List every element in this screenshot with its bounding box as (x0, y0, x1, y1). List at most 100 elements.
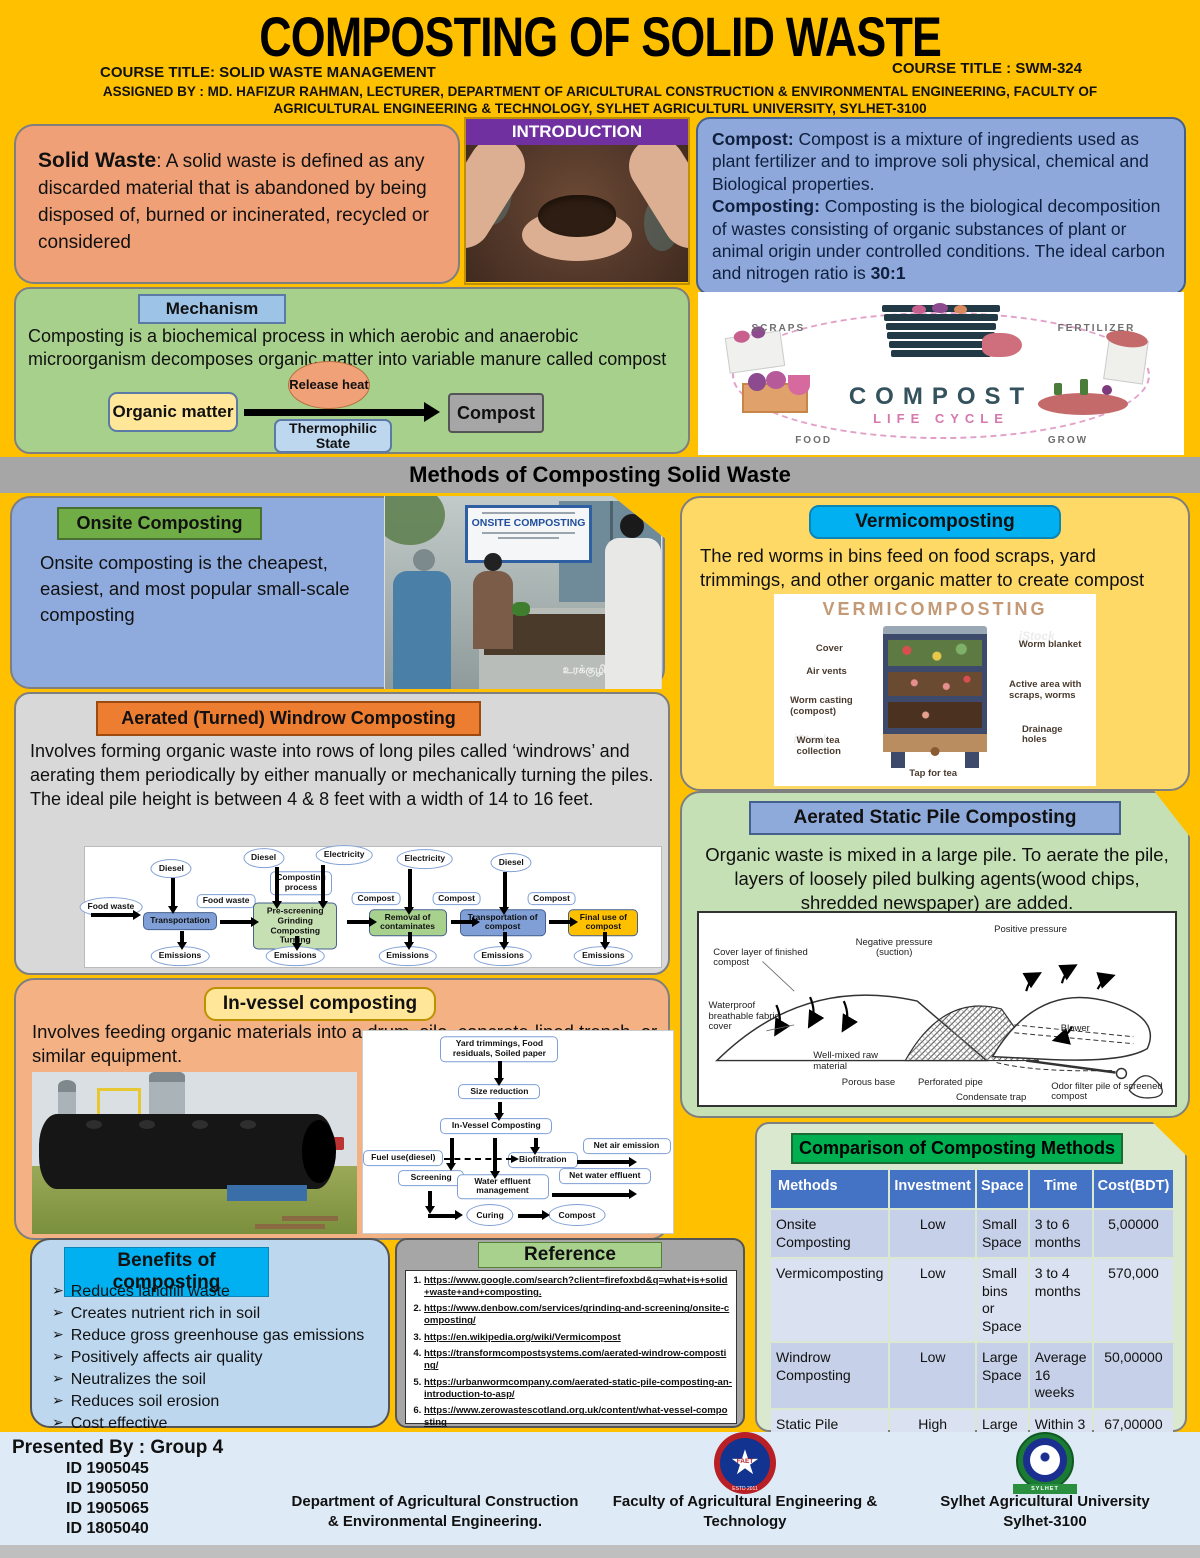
comparison-title: Comparison of Composting Methods (791, 1133, 1123, 1164)
grow-label: GROW (1047, 435, 1089, 447)
compost-result-node: Compost (448, 393, 544, 433)
cell: Low (890, 1210, 975, 1257)
table-row: Static Pile CompostingHighLarge SpaceWit… (771, 1409, 1174, 1432)
reference-link[interactable]: https://urbanwormcompany.com/aerated-sta… (424, 1377, 732, 1401)
istock-watermark: iStock (793, 732, 830, 747)
benefit-text: Cost effective (70, 1415, 168, 1433)
electricity-ellipse: Electricity (315, 845, 373, 866)
vermicomposting-title: Vermicomposting (809, 505, 1061, 539)
cell: Windrow Composting (771, 1343, 889, 1408)
compost-label: Compost (527, 891, 576, 906)
reference-link[interactable]: https://en.wikipedia.org/wiki/Vermicompo… (424, 1332, 732, 1344)
cover-layer-label: Cover layer of finished compost (713, 946, 808, 968)
porous-base-label: Porous base (841, 1077, 896, 1089)
university-line2: Sylhet-3100 (1003, 1512, 1087, 1530)
arrow-bullet-icon: ➢ (52, 1304, 64, 1321)
flow-arrow (90, 909, 142, 920)
soil-shape (538, 195, 616, 238)
flow-arrow (576, 1156, 637, 1167)
cell: Static Pile Composting (771, 1409, 889, 1432)
compost-text: Compost is a mixture of ingredients used… (712, 129, 1149, 194)
cell: Average 16 weeks (1029, 1343, 1092, 1408)
fuel-use-node: Fuel use(diesel) (363, 1150, 444, 1167)
reference-link[interactable]: https://www.denbow.com/services/grinding… (424, 1303, 732, 1327)
fertilizer-label: FERTILIZER (1057, 322, 1136, 334)
flow-arrow (404, 868, 415, 915)
table-row: Onsite Composting Low Small Space 3 to 6 mo… (771, 1210, 1174, 1257)
star-icon: ★ (729, 1444, 761, 1482)
flow-arrow (220, 916, 259, 927)
benefit-text: Positively affects air quality (70, 1349, 263, 1367)
faet-logo-text: FAET (736, 1458, 754, 1465)
compost-lead: Compost: (712, 129, 794, 149)
cell: Onsite Composting (771, 1210, 889, 1257)
benefit-text: Reduces soil erosion (70, 1393, 220, 1411)
arrow-bullet-icon: ➢ (52, 1326, 64, 1343)
cell: Small Space (976, 1210, 1028, 1257)
net-air-emission-node: Net air emission (582, 1138, 671, 1155)
static-pile-text: Organic waste is mixed in a large pile. … (705, 844, 1169, 914)
transportation-node: Transportation (143, 912, 218, 931)
positive-pressure-label: Positive pressure (994, 923, 1067, 935)
mechanism-text: Composting is a biochemical process in w… (28, 326, 667, 370)
invessel-title: In-vessel composting (204, 987, 436, 1021)
benefit-text: Neutralizes the soil (70, 1371, 206, 1389)
active-area-label: Active area with scraps, worms (1009, 679, 1082, 702)
faculty-name: Faculty of Agricultural Engineering & Te… (612, 1493, 878, 1530)
sau-ribbon-text: SYLHET (1013, 1484, 1077, 1494)
composting-process-label: Composting process (270, 871, 332, 895)
life-cycle-subtitle: LIFE CYCLE (873, 410, 1009, 426)
flow-arrow (167, 878, 178, 914)
list-item: ➢ Positively affects air quality (52, 1348, 382, 1368)
odor-filter-label: Odor filter pile of screened compost (1051, 1080, 1163, 1103)
compost-definition-box: Compost: Compost is a mixture of ingredi… (696, 117, 1186, 295)
flow-arrow (317, 865, 328, 910)
col-space: Space (976, 1170, 1028, 1208)
cover-label: Cover (815, 642, 843, 654)
student-id: ID 1905045 (66, 1460, 149, 1477)
list-item: ➢ Neutralizes the soil (52, 1370, 382, 1390)
cell: Low (890, 1259, 975, 1341)
food-crate-art (741, 371, 810, 414)
vermicomposting-section: Vermicomposting The red worms in bins fe… (680, 496, 1190, 791)
cell: Low (890, 1343, 975, 1408)
greens-in-hand (511, 601, 530, 616)
onsite-text: Onsite composting is the cheapest, easie… (40, 552, 350, 625)
negative-pressure-label: Negative pressure (suction) (855, 936, 933, 959)
flow-arrow (176, 931, 187, 950)
reference-link[interactable]: https://transformcompostsystems.com/aera… (424, 1348, 732, 1372)
windrow-title: Aerated (Turned) Windrow Composting (96, 701, 481, 736)
reference-link[interactable]: https://www.google.com/search?client=fir… (424, 1275, 732, 1299)
onsite-composting-photo: ONSITE COMPOSTING உரக்குழி (384, 496, 662, 689)
flow-arrow (499, 932, 510, 950)
ladder-rail-shape (97, 1088, 141, 1115)
flow-arrow (530, 1138, 540, 1156)
solid-waste-lead: Solid Waste (38, 149, 157, 172)
cell: 570,000 (1093, 1259, 1174, 1341)
comparison-table: Methods Investment Space Time Cost(BDT) … (769, 1168, 1175, 1432)
tap-for-tea-label: Tap for tea (909, 767, 958, 779)
bin-tamil-text: உரக்குழி (562, 663, 606, 676)
flow-arrow (271, 867, 282, 909)
mechanism-arrow (244, 402, 440, 422)
screening-node: Screening (398, 1170, 465, 1187)
sau-logo: SYLHET (1003, 1432, 1087, 1494)
cell: Vermicomposting (771, 1259, 889, 1341)
drainage-holes-label: Drainage holes (1021, 723, 1063, 746)
col-investment: Investment (890, 1170, 975, 1208)
compost-spill-art (982, 333, 1022, 358)
compost-label: Compost (432, 891, 481, 906)
release-heat-node: Release heat (288, 361, 370, 409)
support-frame-shape (227, 1185, 307, 1202)
hands-compost-photo (466, 145, 688, 282)
worm-blanket-label: Worm blanket (1018, 639, 1082, 651)
tap-shape (930, 747, 940, 756)
static-pile-line-art (715, 961, 1163, 1099)
reference-link[interactable]: https://www.zerowastescotland.org.uk/con… (424, 1405, 732, 1429)
flow-arrow (599, 932, 610, 950)
arrow-bullet-icon: ➢ (52, 1392, 64, 1409)
flow-arrow (291, 935, 302, 952)
life-cycle-title: COMPOST (848, 383, 1034, 411)
windrow-composting-section: Aerated (Turned) Windrow Composting Invo… (14, 692, 670, 975)
